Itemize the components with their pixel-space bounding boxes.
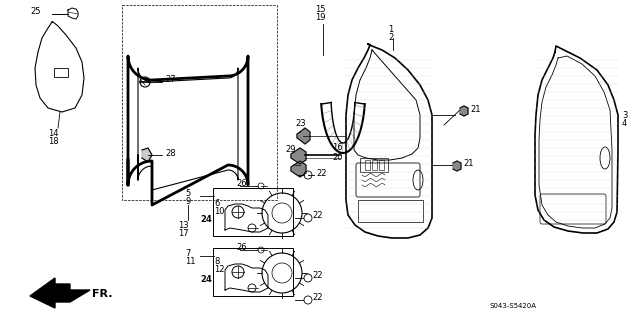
Text: 15: 15	[315, 5, 326, 14]
Text: 14: 14	[48, 129, 58, 137]
Text: 3: 3	[622, 110, 627, 120]
Text: 12: 12	[214, 265, 225, 275]
Polygon shape	[297, 128, 310, 144]
Text: S043-S5420A: S043-S5420A	[490, 303, 537, 309]
Polygon shape	[291, 148, 306, 164]
Text: 22: 22	[312, 211, 323, 220]
Text: 22: 22	[312, 293, 323, 302]
Text: 7: 7	[185, 249, 190, 257]
Bar	[122, 5, 277, 200]
Text: 28: 28	[165, 149, 175, 158]
Text: 27: 27	[165, 76, 175, 85]
Bar	[372, 160, 377, 170]
Polygon shape	[291, 161, 306, 177]
Text: 22: 22	[312, 271, 323, 280]
Text: 22: 22	[316, 168, 326, 177]
Text: 13: 13	[178, 221, 189, 231]
Text: 24: 24	[200, 276, 212, 285]
Bar	[360, 158, 388, 172]
Text: 4: 4	[622, 118, 627, 128]
Text: 20: 20	[332, 153, 342, 162]
Text: 5: 5	[185, 189, 190, 197]
Text: 6: 6	[214, 198, 220, 207]
Polygon shape	[453, 161, 461, 171]
Text: 10: 10	[214, 206, 225, 216]
Text: 11: 11	[185, 256, 195, 265]
Polygon shape	[142, 148, 152, 162]
Text: 26: 26	[236, 179, 246, 188]
Text: 1: 1	[388, 26, 393, 34]
Bar	[213, 248, 293, 296]
Text: 16: 16	[332, 144, 342, 152]
Text: 19: 19	[315, 13, 326, 23]
Text: 17: 17	[178, 229, 189, 239]
Text: 26: 26	[236, 242, 246, 251]
Bar	[358, 200, 423, 222]
Polygon shape	[30, 278, 90, 308]
Text: 9: 9	[185, 197, 190, 205]
Text: 29: 29	[285, 145, 296, 154]
Text: 21: 21	[463, 159, 474, 167]
Bar	[213, 188, 293, 236]
Text: 23: 23	[295, 120, 306, 129]
Text: 2: 2	[388, 33, 393, 42]
Polygon shape	[460, 106, 468, 116]
Text: 21: 21	[470, 106, 481, 115]
Bar	[365, 160, 370, 170]
Bar	[379, 160, 384, 170]
Text: FR.: FR.	[92, 289, 113, 299]
Text: 18: 18	[48, 137, 59, 145]
Text: 25: 25	[30, 8, 40, 17]
Bar	[54, 68, 68, 77]
Text: 24: 24	[200, 216, 212, 225]
Text: 8: 8	[214, 257, 220, 266]
